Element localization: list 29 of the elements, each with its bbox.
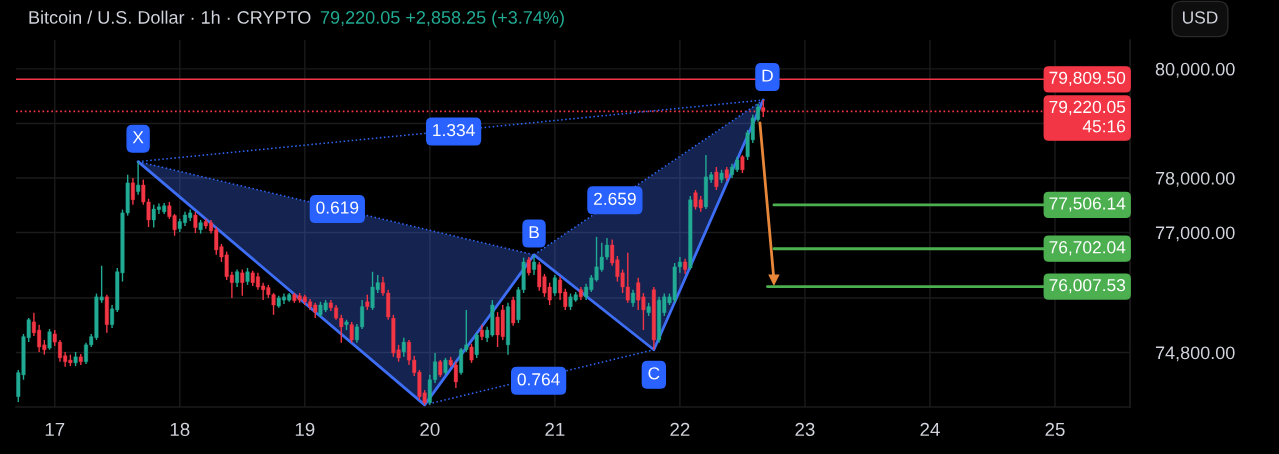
chart-subtitle: 79,220.05 +2,858.25 (+3.74%) (320, 10, 564, 28)
x-tick-label: 21 (545, 422, 565, 436)
annotation: 2.659 (594, 192, 636, 205)
annotation: 0.619 (316, 201, 359, 214)
x-tick-label: 23 (795, 422, 815, 437)
ref-line-label: 79,809.50 (1049, 71, 1126, 86)
y-tick-label: 74,800.00 (1155, 346, 1235, 362)
y-tick-label: 78,000.00 (1155, 171, 1235, 187)
annotation: D (762, 69, 773, 82)
x-tick-label: 25 (1045, 422, 1065, 437)
y-tick-label: 80,000.00 (1155, 62, 1235, 78)
annotation: B (529, 226, 539, 239)
annotation: 1.334 (433, 123, 475, 137)
annotation: C (648, 367, 660, 380)
x-tick-label: 22 (670, 422, 690, 436)
annotation: 0.764 (517, 373, 560, 386)
data-label: 77,506.14 (1049, 197, 1126, 212)
x-tick-label: 18 (170, 422, 190, 437)
x-tick-label: 17 (45, 422, 65, 436)
x-tick-label: 19 (295, 422, 315, 437)
x-tick-label: 20 (420, 422, 440, 437)
data-label: 76,702.04 (1049, 241, 1126, 256)
x-tick-label: 24 (920, 422, 940, 436)
text: USD (1183, 11, 1218, 24)
y-tick-label: 77,000.00 (1155, 226, 1235, 242)
annotation: X (132, 131, 144, 144)
ref-line-label: 79,220.05 45:16 (1049, 100, 1126, 133)
chart-title: Bitcoin / U.S. Dollar · 1h · CRYPTO (29, 10, 311, 24)
data-label: 76,007.53 (1049, 278, 1126, 294)
